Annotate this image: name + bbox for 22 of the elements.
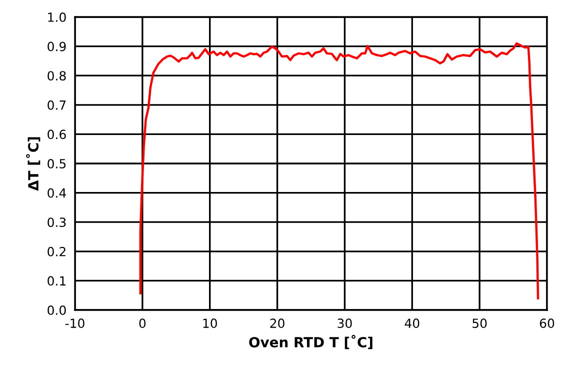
y-tick-label: 1.0 [48,12,66,22]
x-axis-title: Oven RTD T [˚C] [249,334,372,350]
x-tick-label: 30 [338,318,352,328]
x-tick-label: 20 [270,318,284,328]
x-tick-label: 0 [139,318,146,328]
x-tick-label: 50 [472,318,487,328]
y-tick-label: 0.0 [48,305,66,315]
y-tick-label: 0.8 [48,71,66,81]
y-tick-label: 0.7 [48,100,66,110]
x-tick-label: 10 [203,318,217,328]
line-series [139,42,540,300]
y-axis-title: ΔT [˚C] [26,137,40,191]
y-tick-label: 0.5 [48,158,66,168]
y-tick-label: 0.6 [48,130,66,140]
y-tick-label: 0.9 [48,42,66,52]
x-tick-label: 40 [404,318,420,328]
x-tick-label: -10 [65,318,84,328]
x-tick-label: 60 [540,318,554,328]
y-tick-label: 0.2 [48,246,66,256]
y-tick-label: 0.1 [48,276,66,286]
y-tick-label: 0.4 [48,188,66,198]
y-tick-label: 0.3 [48,218,66,228]
